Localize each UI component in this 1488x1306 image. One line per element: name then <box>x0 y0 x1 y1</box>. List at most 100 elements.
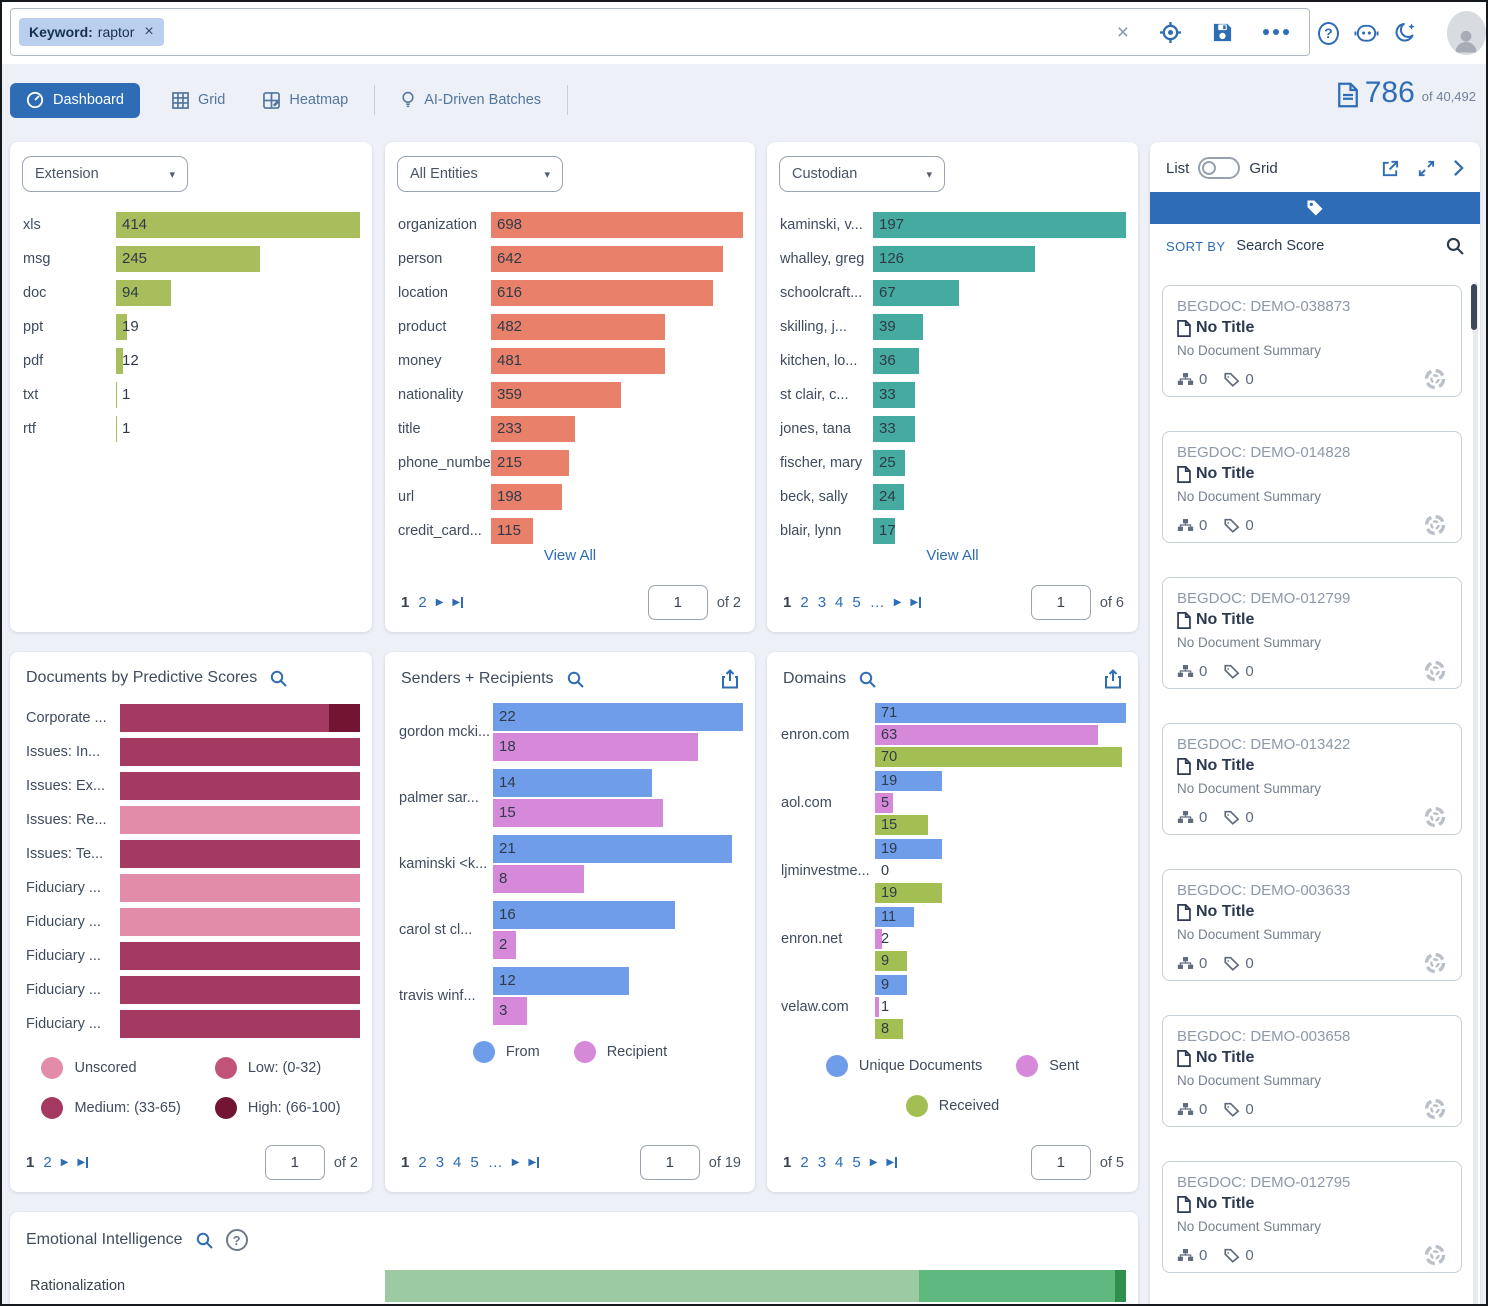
next-page-icon[interactable]: ▶ <box>60 1157 69 1168</box>
page-number-2[interactable]: 2 <box>418 1154 427 1171</box>
tab-heatmap[interactable]: Heatmap <box>263 91 348 109</box>
bar-track: 14 <box>493 769 743 797</box>
page-number-4[interactable]: 4 <box>835 1154 844 1171</box>
ai-insights-icon[interactable] <box>1423 951 1447 975</box>
save-search-icon[interactable] <box>1212 22 1233 43</box>
page-number-2[interactable]: 2 <box>418 594 427 611</box>
search-results-icon[interactable] <box>1446 237 1464 255</box>
user-avatar[interactable] <box>1446 11 1486 55</box>
custodian-view-all-link[interactable]: View All <box>926 547 979 564</box>
page-input[interactable] <box>264 1145 325 1180</box>
more-options-icon[interactable] <box>1263 29 1289 35</box>
chip-close-icon[interactable]: × <box>144 23 154 40</box>
last-page-icon[interactable]: ▶ <box>77 1157 89 1168</box>
ai-insights-button[interactable] <box>1423 513 1447 537</box>
last-page-icon[interactable]: ▶ <box>910 597 922 608</box>
bar-track: 11 <box>875 907 1126 927</box>
search-bar[interactable]: Keyword: raptor × × <box>10 8 1310 56</box>
page-input[interactable] <box>639 1145 700 1180</box>
ai-insights-button[interactable] <box>1423 659 1447 683</box>
ai-insights-icon[interactable] <box>1423 659 1447 683</box>
help-icon[interactable]: ? <box>1318 21 1339 45</box>
page-input[interactable] <box>1030 585 1091 620</box>
bar-label: product <box>398 319 447 335</box>
page-number-3[interactable]: 3 <box>817 594 827 611</box>
assistant-icon[interactable] <box>1354 22 1379 44</box>
next-page-icon[interactable]: ▶ <box>893 597 902 608</box>
page-number-5[interactable]: 5 <box>852 1154 861 1171</box>
bar-track: 63 <box>875 725 1126 745</box>
tab-ai-driven-batches[interactable]: AI-Driven Batches <box>401 91 541 109</box>
ai-insights-icon[interactable] <box>1423 1097 1447 1121</box>
ai-insights-button[interactable] <box>1423 805 1447 829</box>
ai-insights-icon[interactable] <box>1423 513 1447 537</box>
search-icon[interactable] <box>270 670 287 687</box>
next-page-icon[interactable]: ▶ <box>869 1157 878 1168</box>
export-icon[interactable] <box>721 669 739 689</box>
ai-insights-button[interactable] <box>1423 1097 1447 1121</box>
page-input[interactable] <box>647 585 708 620</box>
page-input[interactable] <box>1030 1145 1091 1180</box>
target-icon[interactable] <box>1159 21 1182 44</box>
next-page-icon[interactable]: ▶ <box>511 1157 520 1168</box>
document-card[interactable]: BEGDOC: DEMO-003658 No Title No Document S… <box>1162 1015 1462 1127</box>
keyword-chip[interactable]: Keyword: raptor × <box>19 18 164 46</box>
page-number-3[interactable]: 3 <box>817 1154 827 1171</box>
page-number-2[interactable]: 2 <box>800 594 809 611</box>
open-in-new-icon[interactable] <box>1381 159 1400 178</box>
bar-label: organization <box>398 217 477 233</box>
entities-view-all-link[interactable]: View All <box>543 547 597 564</box>
document-card[interactable]: BEGDOC: DEMO-038873 No Title No Document S… <box>1162 285 1462 397</box>
search-icon[interactable] <box>567 671 584 688</box>
ai-insights-icon[interactable] <box>1423 1243 1447 1267</box>
document-card[interactable]: BEGDOC: DEMO-003633 No Title No Document S… <box>1162 869 1462 981</box>
page-number-2[interactable]: 2 <box>43 1154 52 1171</box>
document-card[interactable]: BEGDOC: DEMO-012799 No Title No Document S… <box>1162 577 1462 689</box>
bar-track: 215 <box>491 450 743 476</box>
ai-insights-button[interactable] <box>1423 1243 1447 1267</box>
entities-select[interactable]: All Entities ▾ <box>397 156 563 192</box>
bar-recipient <box>493 799 664 827</box>
custodian-select[interactable]: Custodian ▾ <box>779 156 945 192</box>
page-number-2[interactable]: 2 <box>800 1154 809 1171</box>
sort-by-label[interactable]: SORT BY <box>1166 238 1226 254</box>
export-icon[interactable] <box>1104 669 1122 689</box>
page-number-4[interactable]: 4 <box>453 1154 462 1171</box>
extension-select[interactable]: Extension ▾ <box>22 156 188 192</box>
tab-dashboard[interactable]: Dashboard <box>10 82 140 118</box>
ai-insights-button[interactable] <box>1423 951 1447 975</box>
sidebar-scrollbar[interactable] <box>1471 282 1478 1304</box>
bar-group: travis winf... 12 3 <box>385 967 755 1025</box>
document-card[interactable]: BEGDOC: DEMO-012795 No Title No Document S… <box>1162 1161 1462 1273</box>
last-page-icon[interactable]: ▶ <box>886 1157 898 1168</box>
page-number-5[interactable]: 5 <box>470 1154 479 1171</box>
ai-insights-icon[interactable] <box>1423 805 1447 829</box>
bar-label: xls <box>23 217 41 233</box>
last-page-icon[interactable]: ▶ <box>452 597 464 608</box>
bar-value: 25 <box>879 454 896 471</box>
panel-help-icon[interactable]: ? <box>225 1229 248 1251</box>
expand-icon[interactable] <box>1417 159 1436 178</box>
bar-row: msg 245 <box>10 242 372 276</box>
scrollbar-thumb[interactable] <box>1471 284 1477 330</box>
next-page-icon[interactable]: ▶ <box>435 597 444 608</box>
page-number-5[interactable]: 5 <box>852 594 861 611</box>
chevron-right-icon[interactable] <box>1453 159 1464 177</box>
dark-mode-icon[interactable] <box>1394 21 1418 45</box>
ai-insights-button[interactable] <box>1423 367 1447 391</box>
last-page-icon[interactable]: ▶ <box>528 1157 540 1168</box>
predictive-chart: Corporate ... Issues: In... Issues: Ex... I… <box>10 701 372 1041</box>
document-card[interactable]: BEGDOC: DEMO-014828 No Title No Document S… <box>1162 431 1462 543</box>
sort-by-value[interactable]: Search Score <box>1236 238 1325 254</box>
page-number-3[interactable]: 3 <box>435 1154 445 1171</box>
search-icon[interactable] <box>196 1232 213 1249</box>
document-card[interactable]: BEGDOC: DEMO-013422 No Title No Document S… <box>1162 723 1462 835</box>
page-number-4[interactable]: 4 <box>835 594 844 611</box>
ai-insights-icon[interactable] <box>1423 367 1447 391</box>
tab-grid[interactable]: Grid <box>172 91 225 109</box>
clear-search-icon[interactable]: × <box>1116 20 1129 44</box>
domains-legend: Unique Documents Sent Received <box>767 1055 1138 1117</box>
search-icon[interactable] <box>859 671 876 688</box>
tag-action-bar[interactable] <box>1150 192 1480 224</box>
list-grid-toggle[interactable] <box>1198 157 1241 179</box>
